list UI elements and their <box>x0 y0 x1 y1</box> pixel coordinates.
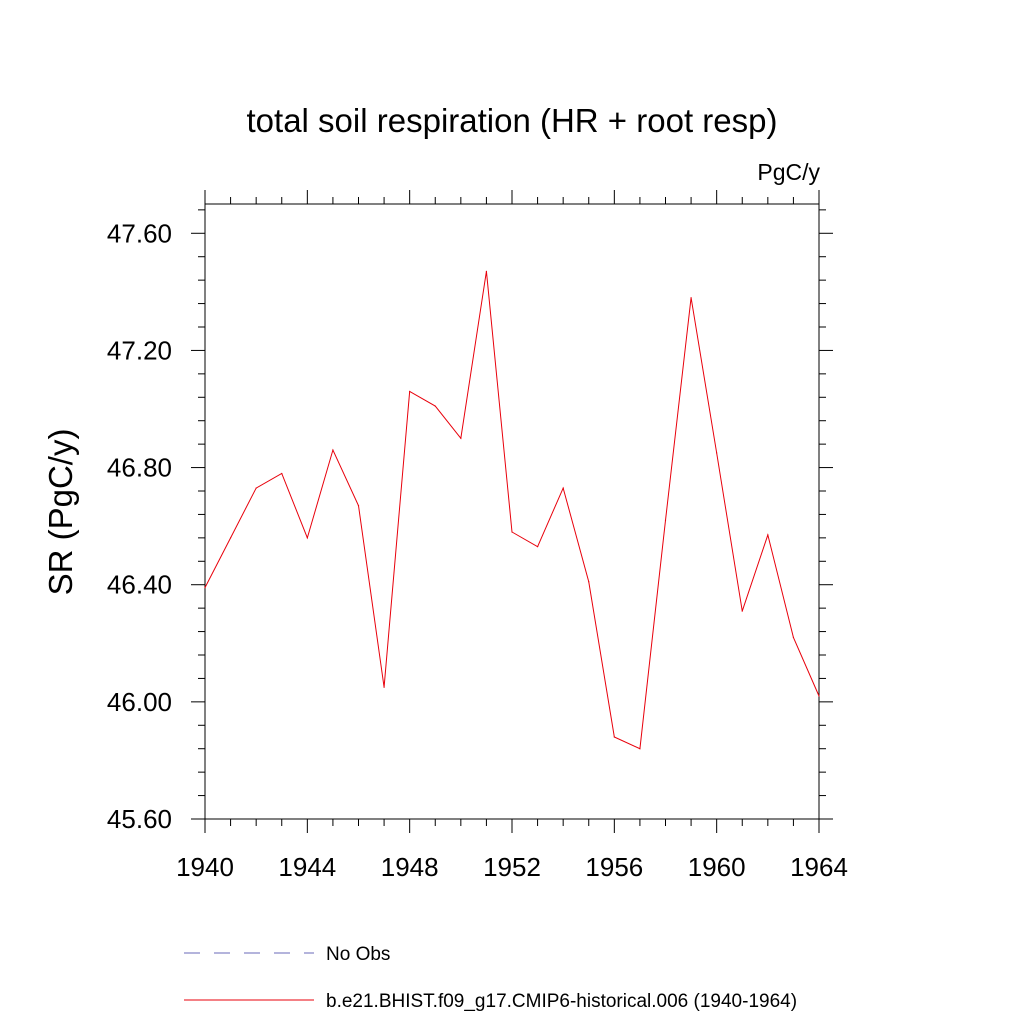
data-point <box>281 472 283 475</box>
series-line-0 <box>204 271 820 750</box>
data-point <box>664 519 667 521</box>
data-point <box>409 390 411 393</box>
data-point <box>306 537 308 539</box>
data-point <box>588 581 590 583</box>
data-point <box>485 270 488 272</box>
y-tick-label: 47.20 <box>107 335 172 365</box>
data-point <box>716 452 718 454</box>
data-point <box>536 546 539 548</box>
data-point <box>613 736 615 738</box>
data-point <box>562 487 564 489</box>
data-point <box>204 587 206 589</box>
legend-entry-label: b.e21.BHIST.f09_g17.CMIP6-historical.006… <box>326 991 797 1012</box>
data-point <box>357 505 360 507</box>
series-group <box>204 270 820 750</box>
data-point <box>818 695 820 697</box>
tick-labels: 1940 1944 1948 1952 1956 1960 1964 45.60 46.00 46… <box>107 218 848 882</box>
axis-ticks <box>191 190 833 833</box>
y-tick-label: 46.00 <box>107 687 172 717</box>
data-point <box>511 531 513 533</box>
data-point <box>332 449 334 451</box>
x-tick-label: 1956 <box>585 852 643 882</box>
legend-entry-label: No Obs <box>326 944 390 965</box>
x-tick-label: 1948 <box>381 852 439 882</box>
y-tick-label: 46.40 <box>107 570 172 600</box>
data-point <box>434 405 436 407</box>
data-point <box>229 537 232 539</box>
data-point <box>460 437 462 439</box>
units-label: PgC/y <box>757 159 820 185</box>
y-tick-label: 45.60 <box>107 804 172 834</box>
x-tick-label: 1940 <box>176 852 234 882</box>
chart-title: total soil respiration (HR + root resp) <box>247 102 778 139</box>
data-point <box>255 487 257 489</box>
y-axis-label: SR (PgC/y) <box>42 429 79 596</box>
data-point <box>741 610 743 612</box>
data-point <box>639 748 641 750</box>
x-tick-label: 1952 <box>483 852 541 882</box>
y-tick-label: 47.60 <box>107 218 172 248</box>
x-tick-label: 1964 <box>790 852 848 882</box>
y-tick-label: 46.80 <box>107 453 172 483</box>
data-point <box>792 636 795 639</box>
x-tick-label: 1960 <box>688 852 746 882</box>
data-point <box>767 534 769 536</box>
legend: No Obs b.e21.BHIST.f09_g17.CMIP6-historic… <box>184 944 797 1012</box>
x-tick-label: 1944 <box>278 852 336 882</box>
data-point <box>383 686 385 688</box>
data-point <box>690 297 692 299</box>
